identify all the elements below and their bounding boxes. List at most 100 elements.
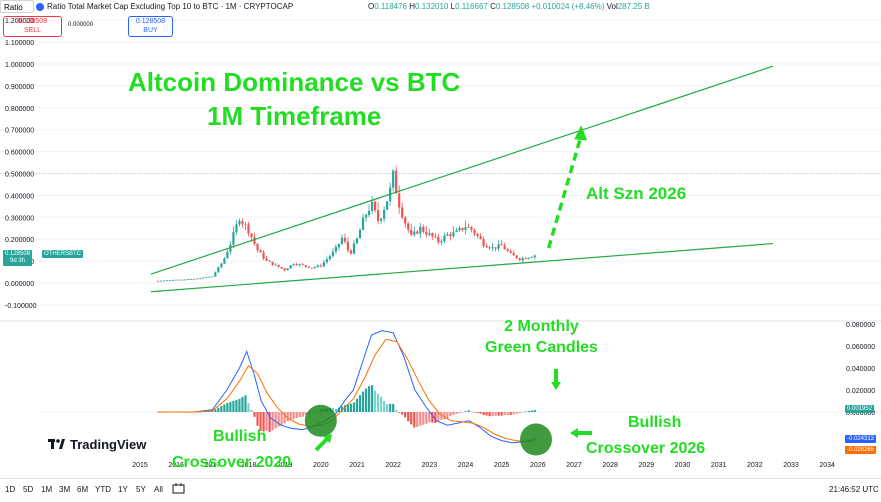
- candle-body: [392, 170, 395, 188]
- macd-hist-bar: [479, 412, 482, 414]
- candle-body: [277, 264, 280, 267]
- macd-hist-bar: [256, 412, 259, 426]
- projection-arrow-line: [546, 134, 583, 249]
- grid-lines: [0, 19, 881, 413]
- date-range-icon[interactable]: [172, 483, 185, 494]
- ohlc-key: L: [450, 2, 456, 11]
- candle-body: [473, 229, 476, 234]
- macd-hist-bar: [271, 412, 274, 431]
- series-label: OTHERSBTC: [42, 250, 84, 258]
- macd-hist-bar: [407, 412, 410, 422]
- candle-body: [521, 258, 524, 261]
- timeframe-3m[interactable]: 3M: [59, 485, 71, 494]
- candle-body: [256, 243, 259, 251]
- macd-hist-bar: [250, 409, 253, 412]
- macd-hist-bar: [491, 412, 494, 417]
- candle-body: [395, 170, 398, 194]
- macd-hist-bar: [473, 412, 476, 413]
- candle-body: [425, 231, 428, 235]
- symbol-icon: [36, 3, 44, 11]
- macd-hist-bar: [217, 407, 220, 412]
- macd-hist-bar: [304, 412, 307, 416]
- bottom-toolbar: 1D 5D 1M 3M 6M YTD 1Y 5Y All 21:46:52 UTC: [0, 478, 881, 502]
- macd-tick: 0.060000: [846, 344, 875, 351]
- candle-body: [380, 218, 383, 221]
- vol-label: Vol: [606, 2, 618, 11]
- timeframe-all[interactable]: All: [154, 485, 163, 494]
- time-tick: 2028: [602, 462, 618, 469]
- macd-hist-bar: [214, 409, 217, 412]
- macd-hist-bar: [226, 402, 229, 412]
- candle-body: [449, 234, 452, 237]
- candle-body: [187, 279, 190, 281]
- candle-body: [334, 247, 337, 252]
- price-tick: 1.000000: [5, 62, 34, 69]
- last-price-value: 0.128508: [5, 251, 31, 257]
- macd-hist-bar: [259, 412, 262, 431]
- timeframe-5d[interactable]: 5D: [23, 485, 34, 494]
- macd-hist-bar: [452, 412, 455, 415]
- candle-body: [181, 279, 184, 281]
- symbol-title[interactable]: Ratio Total Market Cap Excluding Top 10 …: [47, 2, 294, 11]
- candle-body: [398, 193, 401, 208]
- candle-body: [479, 235, 482, 240]
- price-axis: 1.200000 1.100000 1.000000 0.900000 0.800000…: [5, 18, 37, 310]
- top-toolbar: Ratio Ratio Total Market Cap Excluding T…: [0, 0, 881, 14]
- macd-hist-bar: [370, 385, 374, 412]
- buy-button[interactable]: 0.128508 BUY: [128, 16, 173, 37]
- trendline-upper: [150, 65, 774, 275]
- macd-hist-bar: [431, 412, 434, 423]
- macd-hist-bar: [422, 412, 425, 425]
- candle-body: [367, 210, 371, 215]
- macd-hist-bar: [389, 403, 392, 412]
- price-tick: 0.700000: [5, 128, 34, 135]
- candle-body: [440, 241, 443, 243]
- sell-button[interactable]: 0.128508 SELL: [3, 16, 62, 37]
- candle-body: [159, 280, 163, 282]
- candle-body: [190, 278, 193, 280]
- candle-body: [289, 265, 292, 269]
- candle-body: [259, 250, 262, 253]
- candle-body: [274, 264, 277, 266]
- candle-body: [401, 207, 404, 218]
- candle-body: [169, 280, 172, 281]
- candle-body: [172, 279, 175, 281]
- crossover-2026-marker: [520, 423, 553, 456]
- timeframe-5y[interactable]: 5Y: [136, 485, 146, 494]
- macd-hist-bar: [386, 403, 389, 412]
- candle-body: [413, 231, 416, 235]
- candle-body: [458, 227, 461, 231]
- candle-body: [316, 265, 319, 268]
- macd-tick: 0.080000: [846, 322, 875, 329]
- timeframe-6m[interactable]: 6M: [77, 485, 89, 494]
- ratio-selector[interactable]: Ratio: [0, 0, 34, 13]
- timeframe-ytd[interactable]: YTD: [95, 485, 111, 494]
- macd-hist-bar: [494, 412, 497, 416]
- macd-hist-bar: [238, 398, 241, 412]
- candle-body: [518, 258, 521, 261]
- timeframe-1y[interactable]: 1Y: [118, 485, 128, 494]
- candle-body: [175, 279, 178, 281]
- timeframe-1d[interactable]: 1D: [5, 485, 16, 494]
- price-tick: 0.800000: [5, 106, 34, 113]
- price-tick: 0.600000: [5, 150, 34, 157]
- clock: 21:46:52 UTC: [829, 485, 879, 494]
- candle-body: [298, 264, 301, 266]
- candle-body: [313, 267, 316, 269]
- time-tick: 2032: [747, 462, 763, 469]
- timeframe-1m[interactable]: 1M: [41, 485, 53, 494]
- candle-body: [434, 236, 437, 238]
- candle-body: [383, 209, 386, 219]
- macd-hist-bar: [274, 412, 277, 429]
- candle-body: [373, 201, 377, 211]
- ohlc-key: O: [368, 2, 375, 11]
- macd-hist-bar: [446, 412, 449, 419]
- candle-body: [500, 244, 503, 246]
- candle-body: [422, 226, 425, 232]
- macd-hist-bar: [497, 412, 500, 416]
- macd-axis: 0.080000 0.060000 0.040000 0.020000 0.000000: [846, 322, 875, 417]
- candle-body: [431, 233, 434, 237]
- candle-body: [455, 230, 458, 232]
- macd-hist-bar: [383, 401, 386, 412]
